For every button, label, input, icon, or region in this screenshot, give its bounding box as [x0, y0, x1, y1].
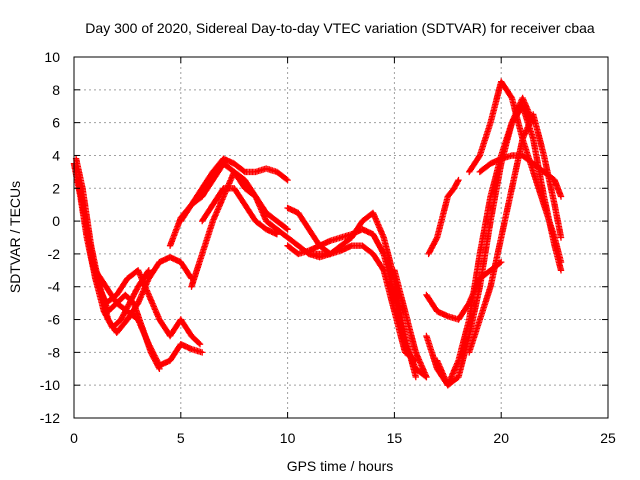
chart-title: Day 300 of 2020, Sidereal Day-to-day VTE… — [85, 20, 595, 36]
series-arc-19 — [466, 111, 565, 356]
x-tick-label: 10 — [280, 430, 296, 446]
y-tick-label: 10 — [44, 49, 60, 65]
data-point-markers — [305, 242, 419, 364]
y-tick-label: -10 — [40, 377, 60, 393]
data-point-markers — [466, 111, 565, 356]
series-arc-20 — [425, 176, 462, 258]
x-tick-label: 5 — [177, 430, 185, 446]
data-series — [70, 78, 565, 389]
y-tick-label: 2 — [52, 180, 60, 196]
x-tick-label: 25 — [600, 430, 616, 446]
y-tick-label: -2 — [48, 246, 61, 262]
y-tick-label: 0 — [52, 213, 60, 229]
y-tick-label: 8 — [52, 82, 60, 98]
x-tick-label: 0 — [70, 430, 78, 446]
y-axis-label: SDTVAR / TECUs — [7, 181, 23, 293]
y-tick-label: -4 — [48, 279, 61, 295]
axis-ticks: 0 5 10 15 20 25 -12 -10 -8 -6 -4 -2 0 2 4 6 8 10 — [40, 49, 616, 446]
data-point-markers — [425, 176, 462, 258]
y-tick-label: -6 — [48, 312, 61, 328]
series-arc-13 — [391, 267, 430, 381]
y-tick-label: 4 — [52, 147, 60, 163]
y-tick-label: -8 — [48, 344, 61, 360]
x-tick-label: 20 — [493, 430, 509, 446]
series-arc-5 — [87, 250, 163, 372]
y-tick-label: -12 — [40, 410, 60, 426]
x-tick-label: 15 — [387, 430, 403, 446]
data-point-markers — [87, 250, 163, 372]
series-arc-9 — [199, 185, 281, 238]
data-point-markers — [391, 267, 430, 381]
plot-frame — [73, 56, 609, 419]
data-point-markers — [199, 185, 281, 238]
x-axis-label: GPS time / hours — [287, 458, 394, 474]
series-arc-12 — [305, 242, 419, 364]
y-tick-label: 6 — [52, 115, 60, 131]
